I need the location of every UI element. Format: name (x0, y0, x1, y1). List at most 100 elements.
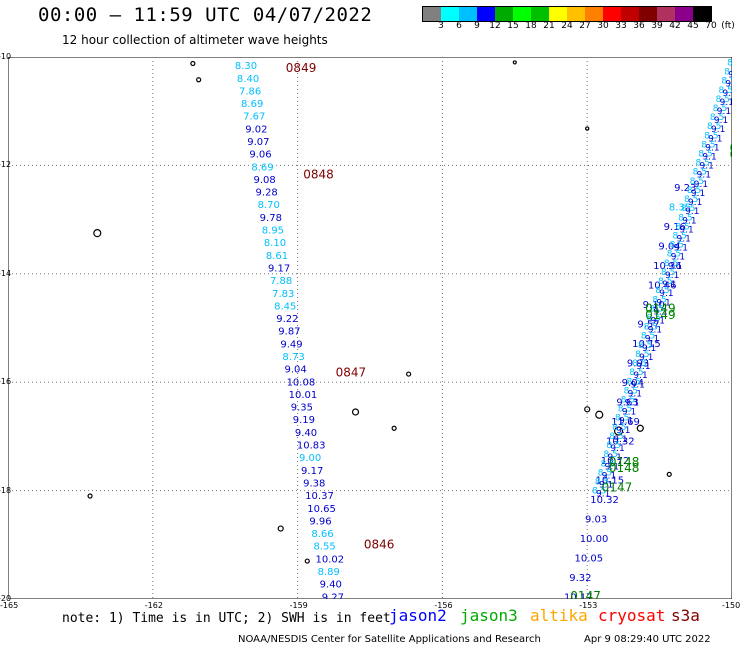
overlapping-track-reading: 9.1 (610, 444, 624, 454)
island-outline (93, 229, 102, 238)
overlapping-track-reading: 9.1 (665, 271, 679, 281)
wave-height-reading: 9.02 (245, 124, 267, 135)
overlapping-track-reading: 9.1 (671, 253, 685, 263)
overlapping-track-reading: 9.1 (662, 280, 676, 290)
overlapping-track-reading: 8.5 (606, 441, 620, 451)
colorbar-swatch (585, 7, 603, 21)
wave-height-reading: 9.93 (627, 358, 649, 369)
colorbar-tick-label: 33 (615, 21, 627, 31)
overlapping-track-reading: 8.5 (592, 487, 606, 497)
overlapping-track-reading: 9.1 (633, 371, 647, 381)
overlapping-track-reading: 8.5 (719, 86, 732, 96)
wave-height-reading: 9.04 (658, 242, 680, 253)
latitude-tick-label: -20 (0, 594, 12, 603)
overlapping-track-reading: 9.1 (608, 453, 622, 463)
pass-time-label: 0147 (602, 480, 633, 494)
wave-height-reading: 10.00 (580, 534, 609, 545)
longitude-tick-label: -153 (579, 601, 598, 610)
island-outline (304, 558, 310, 564)
overlapping-track-reading: 8.5 (609, 432, 623, 442)
overlapping-track-reading: 9.1 (636, 362, 650, 372)
overlapping-track-reading: 9.1 (602, 471, 616, 481)
colorbar-tick-label: 3 (438, 21, 444, 31)
wave-height-reading: 7.67 (243, 112, 265, 123)
wave-height-reading: 9.04 (622, 378, 644, 389)
overlapping-track-reading: 9.1 (642, 344, 656, 354)
island-outline (666, 471, 672, 477)
overlapping-track-reading: 9.1 (711, 125, 725, 135)
wave-height-reading: 7.88 (270, 276, 292, 287)
colorbar-swatch (477, 7, 495, 21)
wave-height-reading: 8.61 (266, 251, 288, 262)
wave-height-reading: 9.00 (299, 453, 321, 464)
colorbar-swatch (657, 7, 675, 21)
overlapping-track-reading: 9.1 (674, 244, 688, 254)
overlapping-track-reading: 8.5 (693, 168, 707, 178)
island-outline (512, 60, 517, 65)
overlapping-track-reading: 9.1 (628, 389, 642, 399)
overlapping-track-reading: 8.5 (698, 150, 712, 160)
longitude-tick-label: -156 (434, 601, 453, 610)
overlapping-track-reading: 8.5 (658, 277, 672, 287)
overlapping-track-reading: 8.5 (670, 241, 684, 251)
overlapping-track-reading: 8.5 (701, 140, 715, 150)
overlapping-track-reading: 8.5 (618, 405, 632, 415)
colorbar-tick-label: 21 (543, 21, 555, 31)
wave-height-reading: 9.03 (585, 514, 607, 525)
island-outline (585, 126, 590, 131)
overlapping-track-reading: 9.1 (619, 417, 633, 427)
wave-height-reading: 8.95 (262, 226, 284, 237)
colorbar-tick-label: 39 (651, 21, 663, 31)
wave-height-reading: 11.69 (611, 417, 640, 428)
overlapping-track-reading: 8.5 (627, 377, 641, 387)
satellite-legend-altika: altika (530, 606, 588, 625)
overlapping-track-reading: 8.5 (721, 77, 732, 87)
overlapping-track-reading: 8.5 (710, 113, 724, 123)
wave-height-reading: 8.30 (235, 61, 257, 72)
colorbar-tick-label: 45 (687, 21, 699, 31)
overlapping-track-reading: 9.1 (645, 335, 659, 345)
wave-height-reading: 9.22 (276, 314, 298, 325)
wave-height-reading: 10.15 (632, 339, 661, 350)
pass-time-label: 0846 (364, 538, 395, 552)
wave-height-reading: 9.40 (295, 428, 317, 439)
overlapping-track-reading: 9.1 (596, 490, 610, 500)
wave-height-reading: 10.72 (601, 456, 630, 467)
overlapping-track-reading: 9.1 (697, 171, 711, 181)
island-outline (351, 408, 360, 416)
wave-height-reading: 7.83 (272, 289, 294, 300)
colorbar-swatch (603, 7, 621, 21)
wave-height-reading: 9.06 (249, 150, 271, 161)
colorbar-swatch (675, 7, 693, 21)
overlapping-track-reading: 8.5 (638, 341, 652, 351)
wave-height-reading: 9.04 (284, 365, 306, 376)
overlapping-track-reading: 9.1 (725, 80, 732, 90)
overlapping-track-reading: 9.1 (659, 289, 673, 299)
wave-height-reading: 8.40 (237, 74, 259, 85)
wave-height-map[interactable]: 8.308.407.868.697.679.029.079.068.699.08… (8, 57, 732, 599)
overlapping-track-reading: 8.5 (696, 159, 710, 169)
island-outline (391, 425, 397, 431)
overlapping-track-reading: 9.1 (688, 198, 702, 208)
overlapping-track-reading: 9.1 (723, 89, 732, 99)
wave-height-reading: 10.08 (287, 377, 316, 388)
colorbar-tick-label: 70 (705, 21, 717, 31)
wave-height-reading: 8.70 (258, 200, 280, 211)
overlapping-track-reading: 9.1 (731, 61, 732, 71)
longitude-tick-label: -150 (722, 601, 740, 610)
wave-height-reading: 9.96 (309, 516, 331, 527)
longitude-tick-label: -162 (144, 601, 163, 610)
overlapping-track-reading: 8.5 (598, 468, 612, 478)
overlapping-track-reading: 9.1 (599, 480, 613, 490)
wave-height-reading: 9.63 (616, 397, 638, 408)
latitude-tick-label: -12 (0, 160, 12, 170)
colorbar-swatch (693, 7, 711, 21)
page-subtitle: 12 hour collection of altimeter wave hei… (62, 33, 328, 47)
wave-height-reading: 9.19 (293, 415, 315, 426)
satellite-legend-jason2: jason2 (389, 606, 447, 625)
pass-time-label: 0149 (730, 141, 732, 155)
overlapping-track-reading: 8.5 (724, 68, 732, 78)
island-outline (87, 493, 93, 499)
wave-height-reading: 8.69 (251, 162, 273, 173)
